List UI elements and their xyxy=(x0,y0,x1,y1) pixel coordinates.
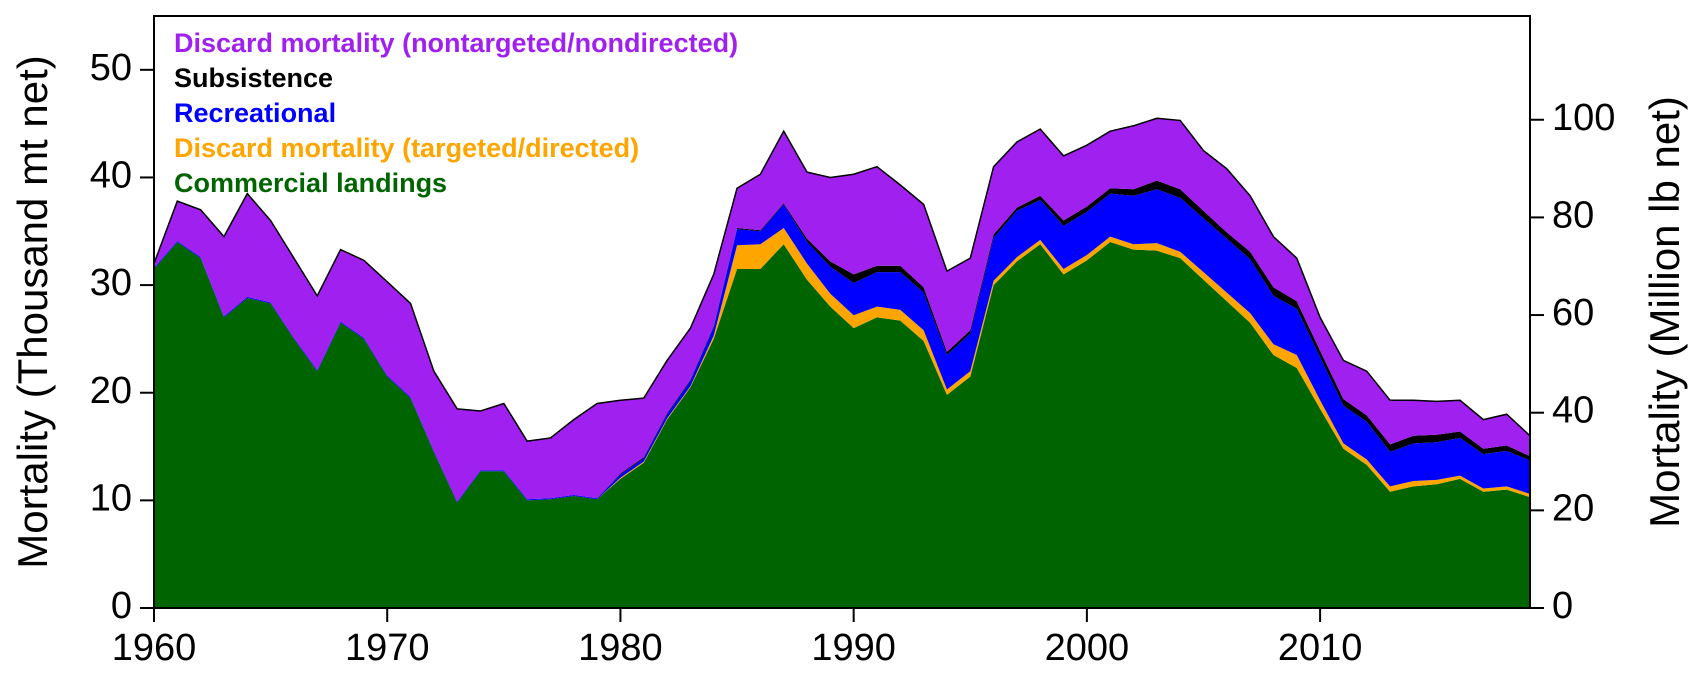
legend-entry: Discard mortality (targeted/directed) xyxy=(174,133,639,163)
y2-tick-label: 60 xyxy=(1552,292,1594,334)
x-tick-label: 1980 xyxy=(578,627,663,669)
y-tick-label: 40 xyxy=(90,154,132,196)
y-tick-label: 50 xyxy=(90,47,132,89)
x-tick-label: 1970 xyxy=(345,627,430,669)
y2-axis-label: Mortality (Million lb net) xyxy=(1641,96,1688,528)
x-tick-label: 1990 xyxy=(811,627,896,669)
plot-frame xyxy=(153,15,1531,609)
area xyxy=(154,242,1530,608)
legend-entry: Subsistence xyxy=(174,63,333,93)
x-tick-label: 2000 xyxy=(1045,627,1130,669)
area-outline xyxy=(153,117,1531,442)
y2-tick-label: 100 xyxy=(1552,97,1615,139)
y-tick-label: 10 xyxy=(90,477,132,519)
y2-tick-label: 80 xyxy=(1552,194,1594,236)
y2-tick-label: 20 xyxy=(1552,487,1594,529)
y2-tick-label: 0 xyxy=(1552,585,1573,627)
y-tick-label: 30 xyxy=(90,262,132,304)
area xyxy=(154,189,1530,503)
legend-entry: Commercial landings xyxy=(174,168,447,198)
y-tick-label: 0 xyxy=(111,585,132,627)
y-axis-label: Mortality (Thousand mt net) xyxy=(9,55,56,569)
x-tick-label: 2010 xyxy=(1278,627,1363,669)
y2-tick-label: 40 xyxy=(1552,390,1594,432)
x-tick-label: 1960 xyxy=(112,627,197,669)
plot-area xyxy=(153,117,1531,608)
legend-entry: Recreational xyxy=(174,98,336,128)
legend-entry: Discard mortality (nontargeted/nondirect… xyxy=(174,28,738,58)
y-tick-label: 20 xyxy=(90,370,132,412)
